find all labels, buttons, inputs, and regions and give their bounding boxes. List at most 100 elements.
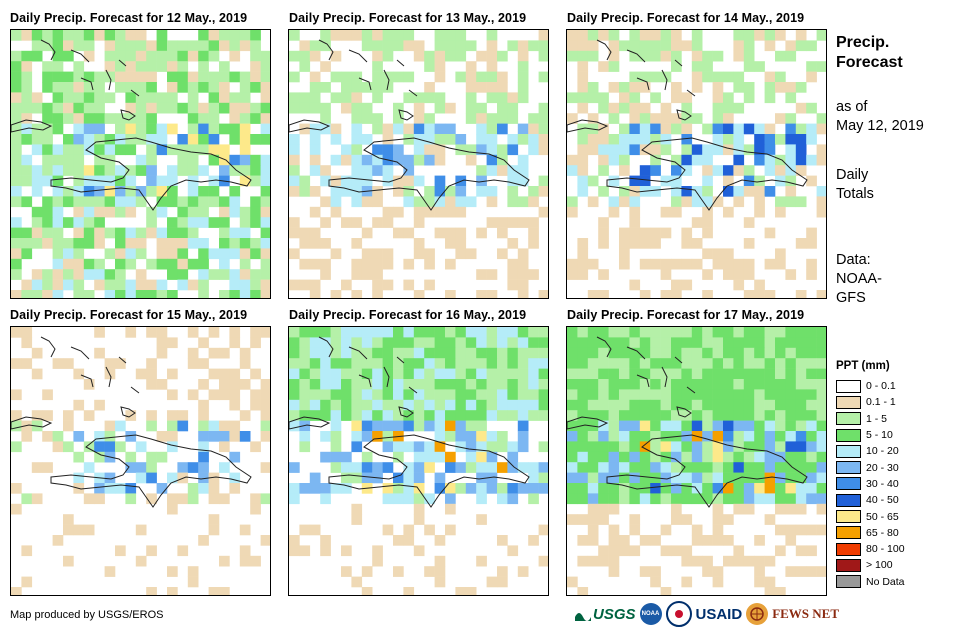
precip-cell bbox=[754, 566, 765, 577]
precip-cell bbox=[250, 154, 261, 166]
precip-cell bbox=[309, 379, 321, 390]
precip-cell bbox=[806, 472, 817, 484]
precip-cell bbox=[517, 123, 529, 135]
precip-cell bbox=[671, 389, 682, 401]
precip-cell bbox=[239, 175, 251, 187]
precip-cell bbox=[476, 269, 487, 280]
precip-cell bbox=[198, 451, 209, 463]
precip-cell bbox=[361, 175, 373, 187]
precip-cell bbox=[198, 134, 209, 145]
precip-cell bbox=[135, 368, 147, 380]
precip-cell bbox=[517, 483, 529, 494]
precip-cell bbox=[299, 279, 311, 291]
precip-cell bbox=[650, 451, 661, 463]
precip-cell bbox=[681, 420, 693, 432]
data-source-line2: NOAA- bbox=[836, 271, 882, 287]
precip-cell bbox=[424, 144, 435, 156]
precip-cell bbox=[83, 217, 95, 228]
precip-cell bbox=[177, 82, 189, 93]
precip-cell bbox=[816, 186, 826, 197]
precip-cell bbox=[52, 196, 64, 208]
precip-cell bbox=[187, 102, 199, 114]
precip-cell bbox=[712, 327, 724, 338]
precip-cell bbox=[115, 248, 126, 260]
precip-cell bbox=[63, 217, 74, 228]
precip-cell bbox=[94, 144, 105, 156]
precip-cell bbox=[455, 368, 467, 380]
precip-cell bbox=[309, 50, 321, 62]
precip-cell bbox=[702, 290, 713, 298]
precip-cell bbox=[413, 102, 425, 114]
precip-cell bbox=[567, 50, 578, 62]
precip-cell bbox=[52, 217, 64, 228]
precip-cell bbox=[764, 399, 776, 411]
precip-cell bbox=[639, 82, 651, 93]
precip-cell bbox=[73, 30, 85, 41]
precip-cell bbox=[424, 462, 435, 473]
precip-cell bbox=[341, 102, 352, 114]
precip-cell bbox=[21, 493, 33, 505]
precip-cell bbox=[63, 50, 74, 62]
precip-cell bbox=[250, 368, 261, 380]
precip-cell bbox=[587, 483, 599, 494]
precip-cell bbox=[198, 186, 209, 197]
precip-cell bbox=[73, 451, 85, 463]
precip-cell bbox=[465, 451, 477, 463]
precip-cell bbox=[754, 337, 765, 349]
precip-cell bbox=[21, 358, 33, 369]
precip-cell bbox=[608, 144, 620, 156]
precip-cell bbox=[424, 368, 435, 380]
precip-cell bbox=[351, 347, 363, 359]
precip-cell bbox=[361, 379, 373, 390]
precip-cell bbox=[785, 441, 797, 453]
precip-cell bbox=[289, 92, 300, 104]
precip-cell bbox=[52, 61, 64, 72]
precip-cell bbox=[351, 431, 363, 442]
precip-cell bbox=[486, 472, 498, 484]
precip-cell bbox=[115, 290, 126, 298]
precip-cell bbox=[816, 123, 826, 135]
precip-cell bbox=[497, 410, 508, 421]
precip-cell bbox=[785, 154, 797, 166]
precip-cell bbox=[125, 30, 137, 41]
precip-cell bbox=[393, 358, 404, 369]
precip-cell bbox=[743, 399, 755, 411]
precip-cell bbox=[723, 483, 734, 494]
precip-cell bbox=[393, 102, 404, 114]
precip-cell bbox=[445, 524, 456, 536]
precip-cell bbox=[445, 379, 456, 390]
precip-cell bbox=[497, 389, 508, 401]
precip-cell bbox=[567, 258, 578, 270]
precip-cell bbox=[577, 462, 589, 473]
precip-cell bbox=[816, 113, 826, 124]
precip-cell bbox=[743, 165, 755, 176]
precip-cell bbox=[187, 82, 199, 93]
precip-cell bbox=[372, 420, 383, 432]
precip-cell bbox=[125, 92, 137, 104]
precip-cell bbox=[146, 410, 157, 421]
precip-cell bbox=[156, 227, 168, 239]
precip-cell bbox=[476, 493, 487, 505]
precip-cell bbox=[806, 493, 817, 505]
precip-cell bbox=[650, 431, 661, 442]
precip-cell bbox=[816, 493, 826, 505]
precip-cell bbox=[198, 279, 209, 291]
precip-cell bbox=[577, 347, 589, 359]
precip-cell bbox=[229, 186, 241, 197]
precip-cell bbox=[608, 134, 620, 145]
precip-cell bbox=[167, 144, 178, 156]
precip-cell bbox=[629, 462, 641, 473]
precip-cell bbox=[577, 134, 589, 145]
precip-cell bbox=[125, 123, 137, 135]
bahamas-coastline bbox=[596, 336, 696, 394]
precip-cell bbox=[806, 399, 817, 411]
precip-cell bbox=[764, 123, 776, 135]
precip-cell bbox=[52, 71, 64, 83]
precip-cell bbox=[629, 71, 641, 83]
precip-cell bbox=[260, 154, 270, 166]
precip-cell bbox=[146, 206, 157, 218]
precip-cell bbox=[702, 441, 713, 453]
precip-cell bbox=[382, 123, 394, 135]
precip-cell bbox=[608, 40, 620, 52]
precip-cell bbox=[702, 154, 713, 166]
